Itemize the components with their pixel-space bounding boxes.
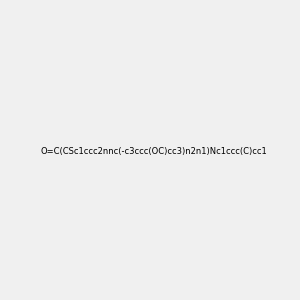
Text: O=C(CSc1ccc2nnc(-c3ccc(OC)cc3)n2n1)Nc1ccc(C)cc1: O=C(CSc1ccc2nnc(-c3ccc(OC)cc3)n2n1)Nc1cc… <box>40 147 267 156</box>
